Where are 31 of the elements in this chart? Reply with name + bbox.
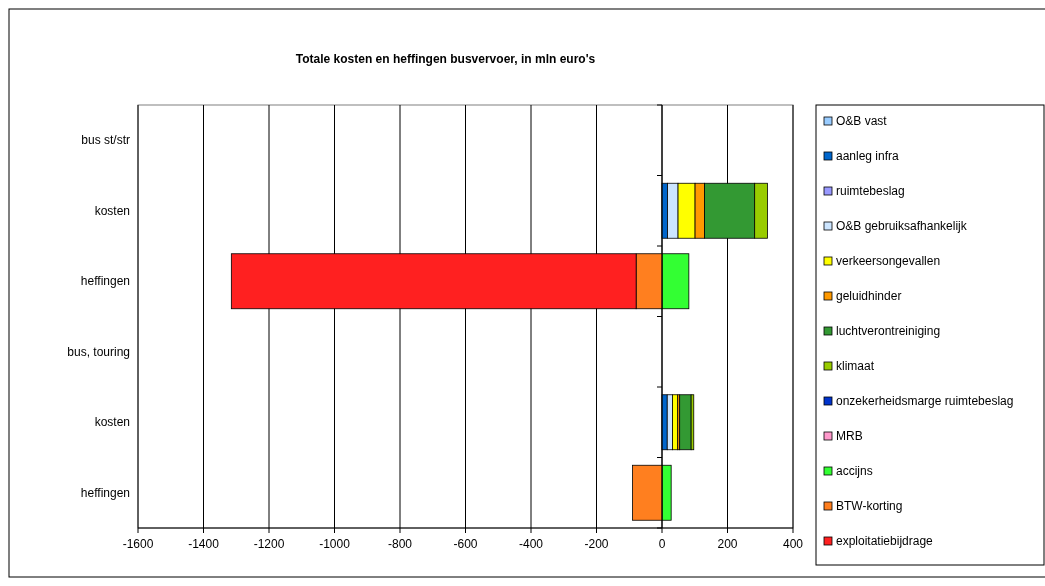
legend-label: MRB [836,429,863,443]
x-tick-label: -400 [518,537,544,551]
legend-label: accijns [836,464,873,478]
y-tick-label: heffingen [80,274,130,289]
chart-title: Totale kosten en heffingen busvervoer, in mln euro's [295,52,596,66]
x-tick-label: 0 [658,537,666,551]
legend-label: onzekerheidsmarge ruimtebeslag [836,394,1014,408]
legend-label: O&B vast [836,114,888,128]
x-tick-label: -600 [453,537,478,551]
y-tick-label: bus, touring [67,344,130,359]
legend-label: aanleg infra [836,149,900,163]
x-tick-label: -1200 [253,537,285,551]
legend-label: ruimtebeslag [836,184,905,198]
legend-label: geluidhinder [836,289,902,303]
x-tick-label: -200 [584,537,609,551]
y-tick-label: heffingen [80,485,130,500]
y-tick-label: kosten [94,415,130,430]
x-tick-label: -1600 [122,537,154,551]
legend-label: BTW-korting [836,499,903,513]
legend-label: O&B gebruiksafhankelijk [836,219,968,233]
x-tick-label: -1400 [188,537,220,551]
legend-label: verkeersongevallen [836,254,941,268]
y-tick-label: bus st/str [81,133,130,148]
x-tick-label: 400 [782,537,804,551]
x-tick-label: -1000 [319,537,351,551]
x-tick-label: -800 [387,537,413,551]
legend-label: luchtverontreiniging [836,324,941,338]
legend-label: klimaat [836,359,875,373]
y-tick-label: kosten [94,203,130,218]
legend-label: exploitatiebijdrage [836,534,934,548]
x-tick-label: 200 [717,537,738,551]
